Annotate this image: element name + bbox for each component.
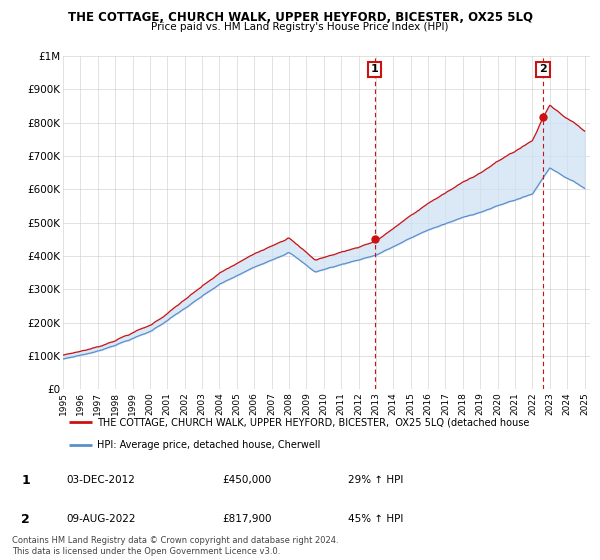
Text: THE COTTAGE, CHURCH WALK, UPPER HEYFORD, BICESTER, OX25 5LQ: THE COTTAGE, CHURCH WALK, UPPER HEYFORD,… xyxy=(67,11,533,24)
Text: Contains HM Land Registry data © Crown copyright and database right 2024.
This d: Contains HM Land Registry data © Crown c… xyxy=(12,536,338,556)
Text: 1: 1 xyxy=(371,64,379,74)
Text: £450,000: £450,000 xyxy=(222,475,271,485)
Text: 45% ↑ HPI: 45% ↑ HPI xyxy=(348,515,403,524)
Text: HPI: Average price, detached house, Cherwell: HPI: Average price, detached house, Cher… xyxy=(97,440,320,450)
Text: 09-AUG-2022: 09-AUG-2022 xyxy=(66,515,136,524)
Text: 2: 2 xyxy=(21,513,30,526)
Text: 1: 1 xyxy=(21,474,30,487)
Text: £817,900: £817,900 xyxy=(222,515,271,524)
Text: 2: 2 xyxy=(539,64,547,74)
Text: 29% ↑ HPI: 29% ↑ HPI xyxy=(348,475,403,485)
Text: Price paid vs. HM Land Registry's House Price Index (HPI): Price paid vs. HM Land Registry's House … xyxy=(151,22,449,32)
Text: THE COTTAGE, CHURCH WALK, UPPER HEYFORD, BICESTER,  OX25 5LQ (detached house: THE COTTAGE, CHURCH WALK, UPPER HEYFORD,… xyxy=(97,417,530,427)
Text: 03-DEC-2012: 03-DEC-2012 xyxy=(66,475,135,485)
